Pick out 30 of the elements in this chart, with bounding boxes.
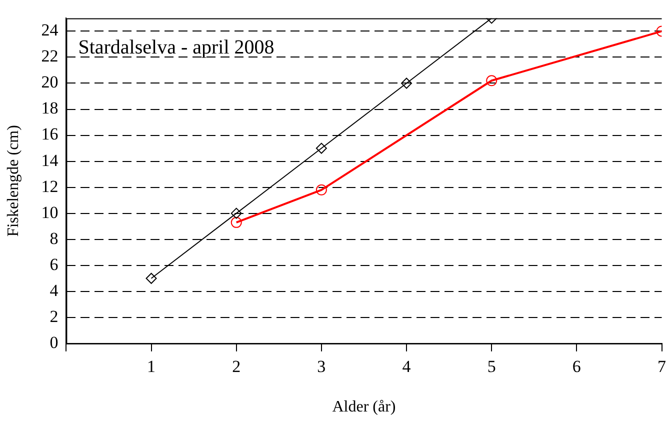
y-tick-label: 4: [50, 280, 59, 300]
y-tick-label: 2: [50, 306, 58, 326]
point: [401, 78, 412, 89]
text: Stardalselva - april 2008: [78, 36, 274, 58]
y-tick-label: 18: [41, 98, 58, 118]
x-tick-label: 5: [487, 357, 496, 376]
y-tick-label: 14: [41, 150, 59, 170]
y-tick-label: 12: [41, 176, 58, 196]
point: [316, 184, 327, 196]
x-tick-label: 7: [658, 357, 666, 376]
y-tick-label: 8: [50, 228, 58, 248]
x-tick-label: 1: [147, 357, 156, 376]
point: [230, 216, 242, 228]
y-tick-label: 10: [41, 202, 58, 222]
point: [316, 142, 327, 154]
point: [146, 272, 157, 284]
x-tick-label: 6: [572, 357, 581, 376]
x-tick-label: 2: [232, 357, 241, 376]
y-axis-title: Fiskelengde (cm): [4, 125, 22, 237]
x-axis-title: Alder (år): [332, 398, 396, 416]
point: [486, 75, 498, 86]
y-tick-label: 16: [41, 124, 58, 144]
point: [230, 208, 242, 219]
y-tick-label: 6: [50, 254, 58, 274]
y-tick-label: 20: [41, 72, 58, 92]
x-tick-label: 3: [317, 357, 326, 376]
y-tick-label: 22: [41, 46, 58, 66]
y-tick-label: 0: [50, 332, 58, 352]
y-tick-label: 24: [41, 20, 59, 40]
x-tick-label: 4: [402, 357, 412, 376]
